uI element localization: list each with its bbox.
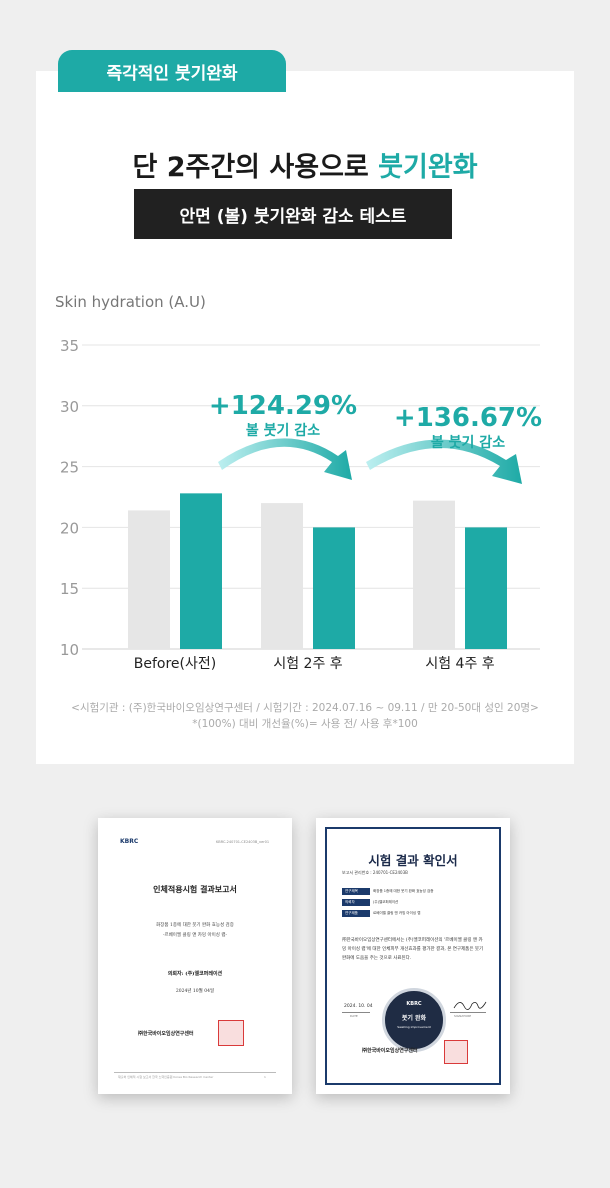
certificate-body: ㈜한국바이오임상연구센터에서는 (주)엘코퍼레이션의 '르베이엘 클링 앤 카밍… [342,938,484,961]
info-row: 연구제목 화장품 1종에 대한 붓기 완화 효능성 검증 [342,888,484,895]
info-row: 의뢰자 (주)엘코퍼레이션 [342,899,484,906]
signature-image [453,1001,487,1010]
info-key: 의뢰자 [342,899,370,906]
bar [465,527,507,649]
page-headline: 단 2주간의 사용으로 붓기완화 [0,145,610,184]
arrow-icon [218,438,352,480]
signature-line [450,1012,486,1013]
certificate-org: ㈜한국바이오임상연구센터 [362,1048,418,1054]
test-info-note: <시험기관 : (주)한국바이오임상연구센터 / 시험기간 : 2024.07.… [71,702,539,714]
report-org: ㈜한국바이오임상연구센터 [138,1031,194,1037]
improvement-label: 볼 붓기 감소 [431,434,505,451]
kbrc-logo: KBRC [120,838,139,845]
report-ref: KBRC-240701-CE2403B_ver01 [216,840,270,844]
info-value: 르베이엘 클링 앤 카밍 아이싱 랩 [373,911,421,915]
seal-sub-text: Swelling improvement [397,1025,431,1029]
report-client: 의뢰자: (주)엘코퍼레이션 [167,971,223,977]
result-certificate-document: 시험 결과 확인서 보고서 관리번호 : 240701-CE2403B 연구제목… [316,818,510,1094]
info-key: 연구제품 [342,910,370,917]
seal-main-text: 붓기 완화 [401,1015,427,1022]
y-tick-label: 35 [60,337,79,355]
info-key: 연구제목 [342,888,370,895]
y-tick-label: 25 [60,459,79,477]
certificate-border [325,827,501,1085]
certificate-date: 2024. 10. 04 [344,1004,373,1009]
test-subtitle: 안면 (볼) 붓기완화 감소 테스트 [134,189,452,239]
improvement-label: 볼 붓기 감소 [246,422,320,439]
y-tick-label: 20 [60,519,79,537]
bar [413,500,455,649]
info-value: (주)엘코퍼레이션 [373,900,399,904]
headline-prefix: 단 2주간의 사용으로 [132,152,379,183]
info-row: 연구제품 르베이엘 클링 앤 카밍 아이싱 랩 [342,910,484,917]
report-date: 2024년 10월 04일 [175,989,215,994]
seal-top-text: KBRC [406,1001,422,1007]
bar [313,527,355,649]
improvement-percent: +136.67% [394,403,542,433]
arrow-icon [366,439,522,484]
signature-label: SIGNATURE [454,1014,472,1018]
y-tick-label: 10 [60,641,79,659]
section-badge: 즉각적인 붓기완화 [58,50,286,92]
footer-divider [114,1072,276,1073]
bar [128,510,170,649]
report-desc: 화장품 1종에 대한 붓기 완화 효능성 검증 [156,923,234,928]
y-tick-label: 15 [60,580,79,598]
improvement-percent: +124.29% [209,391,357,421]
red-seal-stamp [444,1040,468,1064]
bar [261,503,303,649]
x-tick-label: Before(사전) [134,656,216,672]
red-seal-stamp [218,1020,244,1046]
result-report-document: KBRC KBRC-240701-CE2403B_ver01 인체적용시험 결과… [98,818,292,1094]
report-footer: 재출처 인체적 시험 보고서 한국 노력인증원 Korea Bio Resear… [118,1075,214,1079]
y-tick-label: 30 [60,398,79,416]
certificate-number: 보고서 관리번호 : 240701-CE2403B [342,870,408,875]
date-label: DATE [350,1014,358,1018]
x-tick-label: 시험 4주 후 [425,656,494,672]
page-number: 1 [264,1075,266,1079]
headline-accent: 붓기완화 [378,152,478,183]
info-value: 화장품 1종에 대한 붓기 완화 효능성 검증 [373,889,434,893]
certificate-info-table: 연구제목 화장품 1종에 대한 붓기 완화 효능성 검증 의뢰자 (주)엘코퍼레… [342,888,484,921]
certificate-title: 시험 결과 확인서 [368,853,458,868]
date-line [342,1012,370,1013]
formula-note: *(100%) 대비 개선율(%)= 사용 전/ 사용 후*100 [192,718,418,730]
y-axis-label: Skin hydration (A.U) [55,293,206,311]
x-tick-label: 시험 2주 후 [273,656,342,672]
report-desc-product: -르베이엘 클링 앤 카밍 아이싱 랩- [162,933,227,938]
certification-seal: KBRC 붓기 완화 Swelling improvement [382,988,446,1052]
report-title: 인체적용시험 결과보고서 [153,884,237,894]
bar [180,493,222,649]
